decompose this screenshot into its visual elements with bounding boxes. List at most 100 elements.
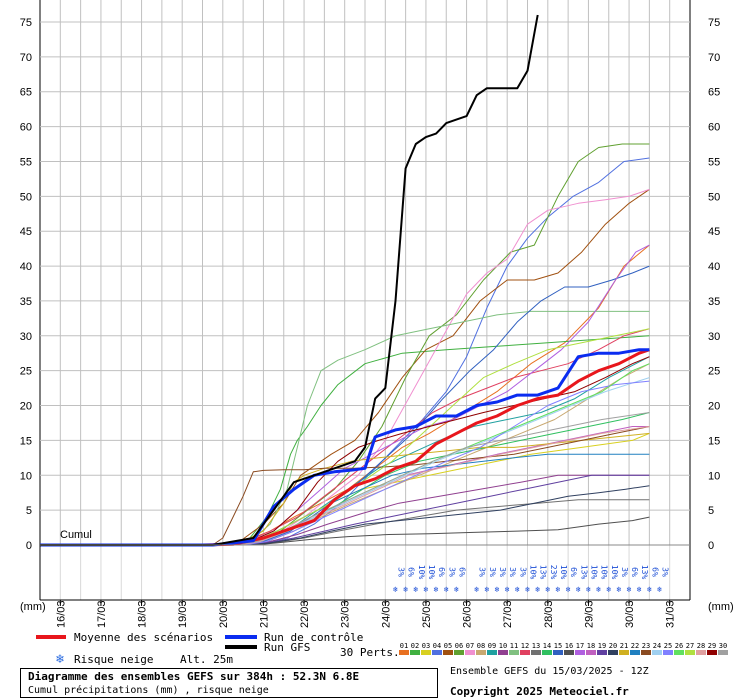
y-tick-label-left: 45 <box>20 226 32 238</box>
snow-risk-value: 6% <box>630 567 639 577</box>
pert-number-22: 22 <box>631 642 639 650</box>
pert-swatch-20 <box>608 650 618 655</box>
altitude-label: Alt. 25m <box>180 653 233 666</box>
snow-risk-value: 10% <box>589 565 598 580</box>
x-tick-label: 30/03 <box>624 600 636 628</box>
snowflake-icon: ❄ <box>424 585 429 594</box>
pert-number-23: 23 <box>642 642 650 650</box>
pert-number-25: 25 <box>664 642 672 650</box>
y-unit-right: (mm) <box>708 601 734 613</box>
y-unit-left: (mm) <box>20 601 46 613</box>
chart-grid <box>39 0 691 600</box>
chart-subtitle: Cumul précipitations (mm) , risque neige <box>28 685 269 696</box>
pert-swatch-23 <box>641 650 651 655</box>
x-tick-label: 29/03 <box>583 600 595 628</box>
snowflake-icon: ❄ <box>55 652 64 667</box>
pert-swatch-25 <box>663 650 673 655</box>
mean-line <box>40 348 650 547</box>
snow-risk-value: 3% <box>508 567 517 577</box>
pert-swatch-08 <box>476 650 486 655</box>
y-tick-label-left: 35 <box>20 296 32 308</box>
snowflake-icon: ❄ <box>616 585 621 594</box>
pert-number-29: 29 <box>708 642 716 650</box>
y-tick-label-left: 10 <box>20 470 32 482</box>
perturbation-line-23 <box>40 426 650 546</box>
y-tick-label-right: 75 <box>708 17 720 29</box>
pert-swatch-29 <box>707 650 717 655</box>
pert-swatch-09 <box>487 650 497 655</box>
snowflake-icon: ❄ <box>535 585 540 594</box>
x-tick-label: 23/03 <box>340 600 352 628</box>
y-tick-label-right: 65 <box>708 87 720 99</box>
pert-number-02: 02 <box>411 642 419 650</box>
x-tick-label: 28/03 <box>543 600 555 628</box>
y-tick-label-right: 30 <box>708 331 720 343</box>
legend: Moyenne des scénarios Run de contrôleRun … <box>36 631 728 667</box>
snowflake-icon: ❄ <box>413 585 418 594</box>
snowflake-icon: ❄ <box>637 585 642 594</box>
snowflake-icon: ❄ <box>403 585 408 594</box>
pert-number-17: 17 <box>576 642 584 650</box>
x-tick-label: 22/03 <box>299 600 311 628</box>
x-tick-label: 21/03 <box>258 600 270 628</box>
pert-number-30: 30 <box>719 642 727 650</box>
snow-risk-value: 10% <box>559 565 568 580</box>
snow-risk-value: 6% <box>569 567 578 577</box>
pert-swatch-04 <box>432 650 442 655</box>
y-tick-label-left: 5 <box>26 505 32 517</box>
perturbation-line-04 <box>40 157 650 546</box>
y-tick-label-left: 30 <box>20 331 32 343</box>
snowflake-icon: ❄ <box>484 585 489 594</box>
pert-swatch-28 <box>696 650 706 655</box>
snowflake-icon: ❄ <box>525 585 530 594</box>
pert-number-28: 28 <box>697 642 705 650</box>
x-tick-label: 31/03 <box>665 600 677 628</box>
pert-number-18: 18 <box>587 642 595 650</box>
perturbation-line-20 <box>40 485 650 546</box>
snowflake-icon: ❄ <box>647 585 652 594</box>
perturbation-line-12 <box>40 328 650 546</box>
pert-number-06: 06 <box>455 642 463 650</box>
snow-risk-value: 3% <box>488 567 497 577</box>
pert-number-04: 04 <box>433 642 441 650</box>
control-line <box>40 348 650 547</box>
run-info: Ensemble GEFS du 15/03/2025 - 12Z <box>450 666 649 677</box>
snow-risk-value: 13% <box>640 565 649 580</box>
y-tick-label-left: 15 <box>20 435 32 447</box>
y-tick-label-left: 75 <box>20 17 32 29</box>
snow-risk-value: 3% <box>661 567 670 577</box>
y-tick-label-right: 45 <box>708 226 720 238</box>
pert-number-15: 15 <box>554 642 562 650</box>
snow-risk-value: 13% <box>579 565 588 580</box>
snow-risk-value: 3% <box>447 567 456 577</box>
snowflake-icon: ❄ <box>505 585 510 594</box>
y-tick-label-right: 50 <box>708 191 720 203</box>
copyright: Copyright 2025 Meteociel.fr <box>450 685 629 698</box>
snowflake-icon: ❄ <box>576 585 581 594</box>
pert-number-13: 13 <box>532 642 540 650</box>
pert-swatch-05 <box>443 650 453 655</box>
perturbation-line-16 <box>40 516 650 546</box>
pert-swatch-19 <box>597 650 607 655</box>
snowflake-icon: ❄ <box>545 585 550 594</box>
perturbation-line-10 <box>40 474 650 546</box>
y-tick-label-right: 55 <box>708 156 720 168</box>
legend-mean-label: Moyenne des scénarios <box>74 631 213 644</box>
pert-number-01: 01 <box>400 642 408 650</box>
snow-risk-value: 3% <box>518 567 527 577</box>
perturbation-line-15 <box>40 265 650 546</box>
snow-risk-value: 13% <box>539 565 548 580</box>
y-tick-label-left: 20 <box>20 401 32 413</box>
y-tick-label-left: 50 <box>20 191 32 203</box>
x-tick-label: 24/03 <box>380 600 392 628</box>
pert-number-19: 19 <box>598 642 606 650</box>
perturbation-line-02 <box>40 335 650 546</box>
snowflake-icon: ❄ <box>586 585 591 594</box>
snowflake-icon: ❄ <box>474 585 479 594</box>
pert-swatch-03 <box>421 650 431 655</box>
pert-number-10: 10 <box>499 642 507 650</box>
snow-risk-value: 10% <box>427 565 436 580</box>
y-tick-label-left: 55 <box>20 156 32 168</box>
